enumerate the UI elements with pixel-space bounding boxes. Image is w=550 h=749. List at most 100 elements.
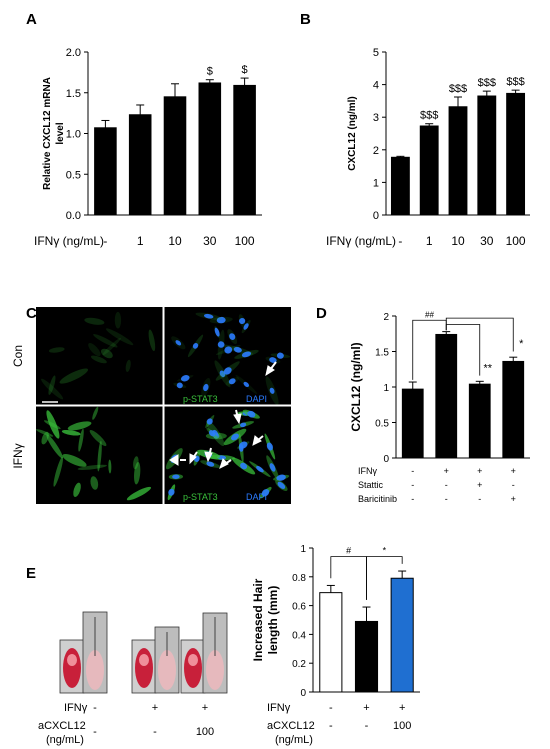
cell-nucleus [261, 489, 270, 497]
x-tick-label: 30 [203, 234, 217, 248]
y-axis-label: length (mm) [266, 586, 280, 655]
y-tick-label: 0 [373, 210, 379, 222]
cell-nucleus [247, 410, 256, 418]
cell-nucleus [217, 341, 225, 348]
x-tick-label: 1 [137, 234, 144, 248]
cell-nucleus [228, 378, 236, 385]
arrow-icon [204, 447, 213, 463]
y-tick-label: 0.4 [292, 630, 306, 641]
treatment-mark: - [445, 480, 448, 490]
y-axis-label: CXCL12 (ng/ml) [349, 342, 363, 431]
cell-body [102, 337, 121, 356]
photo-pair-acxcl12 [180, 612, 228, 694]
cell-nucleus [241, 351, 252, 358]
y-tick-label: 0 [300, 688, 306, 699]
y-tick-label: 1 [383, 383, 389, 394]
data-label: $$$ [506, 76, 524, 88]
cell-nucleus [175, 340, 182, 346]
cell-nucleus [238, 441, 248, 449]
y-tick-label: 0.0 [66, 210, 81, 222]
cell-body [48, 347, 65, 353]
panel-letter-b: B [300, 11, 311, 28]
cell-body [90, 355, 107, 364]
cell-nucleus [216, 316, 226, 324]
bar [448, 106, 468, 216]
y-tick-label: 0.8 [292, 573, 306, 584]
photo-mark: - [153, 726, 157, 738]
treatment-mark: - [478, 494, 481, 504]
arrow-icons [169, 361, 277, 469]
stain-label-pstat3: p-STAT3 [183, 394, 218, 404]
y-tick-label: 0 [383, 454, 389, 465]
cell-body [46, 410, 60, 439]
cell-nucleus [180, 375, 190, 382]
treatment-mark: + [511, 494, 516, 504]
cell-nucleus [208, 430, 216, 437]
cell-body [133, 456, 139, 470]
cell-body [90, 476, 99, 490]
treatment-row-label: aCXCL12 [267, 720, 315, 732]
data-label: $ [207, 66, 213, 78]
treatment-mark: 100 [393, 720, 411, 732]
bar [401, 388, 424, 459]
micrograph-panel: p-STAT3 DAPI p-STAT3 DAPI Con IFNγ [11, 307, 291, 504]
y-tick-label: 4 [373, 80, 379, 92]
treatment-mark: + [477, 466, 482, 476]
y-tick-label: 2 [383, 312, 389, 323]
bar [477, 95, 497, 216]
photo-mark: 100 [196, 726, 214, 738]
treatment-mark: - [329, 702, 333, 714]
significance-label: # [346, 546, 351, 556]
cell-nucleus [214, 327, 220, 337]
bar [94, 127, 117, 216]
cell-nucleus [176, 382, 183, 389]
panel-letter-e: E [26, 565, 36, 582]
hair-photo-panel: IFNγ - + + aCXCL12 (ng/mL) - - 100 [38, 611, 228, 746]
cell-body [89, 429, 107, 447]
cell-body [78, 428, 84, 452]
cell-body [134, 461, 141, 485]
y-axis-label: Relative CXCL12 mRNA [42, 77, 53, 190]
cell-nucleus [206, 461, 215, 467]
y-axis-label: CXCL12 (ng/ml) [347, 96, 358, 170]
significance-bracket [445, 317, 514, 352]
significance-bracket [366, 556, 403, 600]
photo-pair-control [59, 611, 108, 694]
cell-body [46, 434, 63, 459]
cell-body [61, 429, 81, 436]
photo-row-label-acxcl12: aCXCL12 [38, 720, 86, 732]
cell-nucleus [223, 367, 232, 375]
cell-nucleus [233, 346, 242, 353]
bar [435, 333, 458, 459]
photo-mark: + [202, 702, 208, 714]
bar [319, 592, 343, 693]
cell-body [93, 334, 118, 348]
arrow-icon [189, 451, 198, 465]
arrow-icon [233, 409, 242, 425]
treatment-row-unit: (ng/mL) [275, 734, 313, 746]
y-tick-label: 0.2 [292, 659, 306, 670]
bar [233, 84, 256, 216]
stain-label-dapi: DAPI [246, 394, 267, 404]
cell-nucleus [203, 313, 214, 319]
photo-row-unit: (ng/mL) [46, 734, 84, 746]
x-tick-label: 10 [168, 234, 182, 248]
cell-body [114, 311, 122, 329]
cell-body [77, 464, 107, 470]
data-label: $$$ [478, 77, 496, 89]
x-axis-label: IFNγ (ng/mL) [34, 234, 104, 248]
bar [390, 156, 410, 216]
y-tick-label: 0.5 [375, 419, 389, 430]
significance-label: ** [483, 362, 492, 374]
y-tick-label: 0.6 [292, 602, 306, 613]
cell-nucleus [172, 474, 180, 480]
x-tick-label: 100 [506, 234, 526, 248]
y-tick-label: 1 [300, 544, 306, 555]
arrow-icon [265, 361, 277, 377]
treatment-mark: + [363, 702, 369, 714]
cell-nucleus [266, 442, 273, 451]
y-tick-label: 1.5 [66, 88, 81, 100]
cell-nucleus [243, 381, 250, 388]
y-tick-label: 1.0 [66, 129, 81, 141]
y-tick-label: 5 [373, 47, 379, 59]
